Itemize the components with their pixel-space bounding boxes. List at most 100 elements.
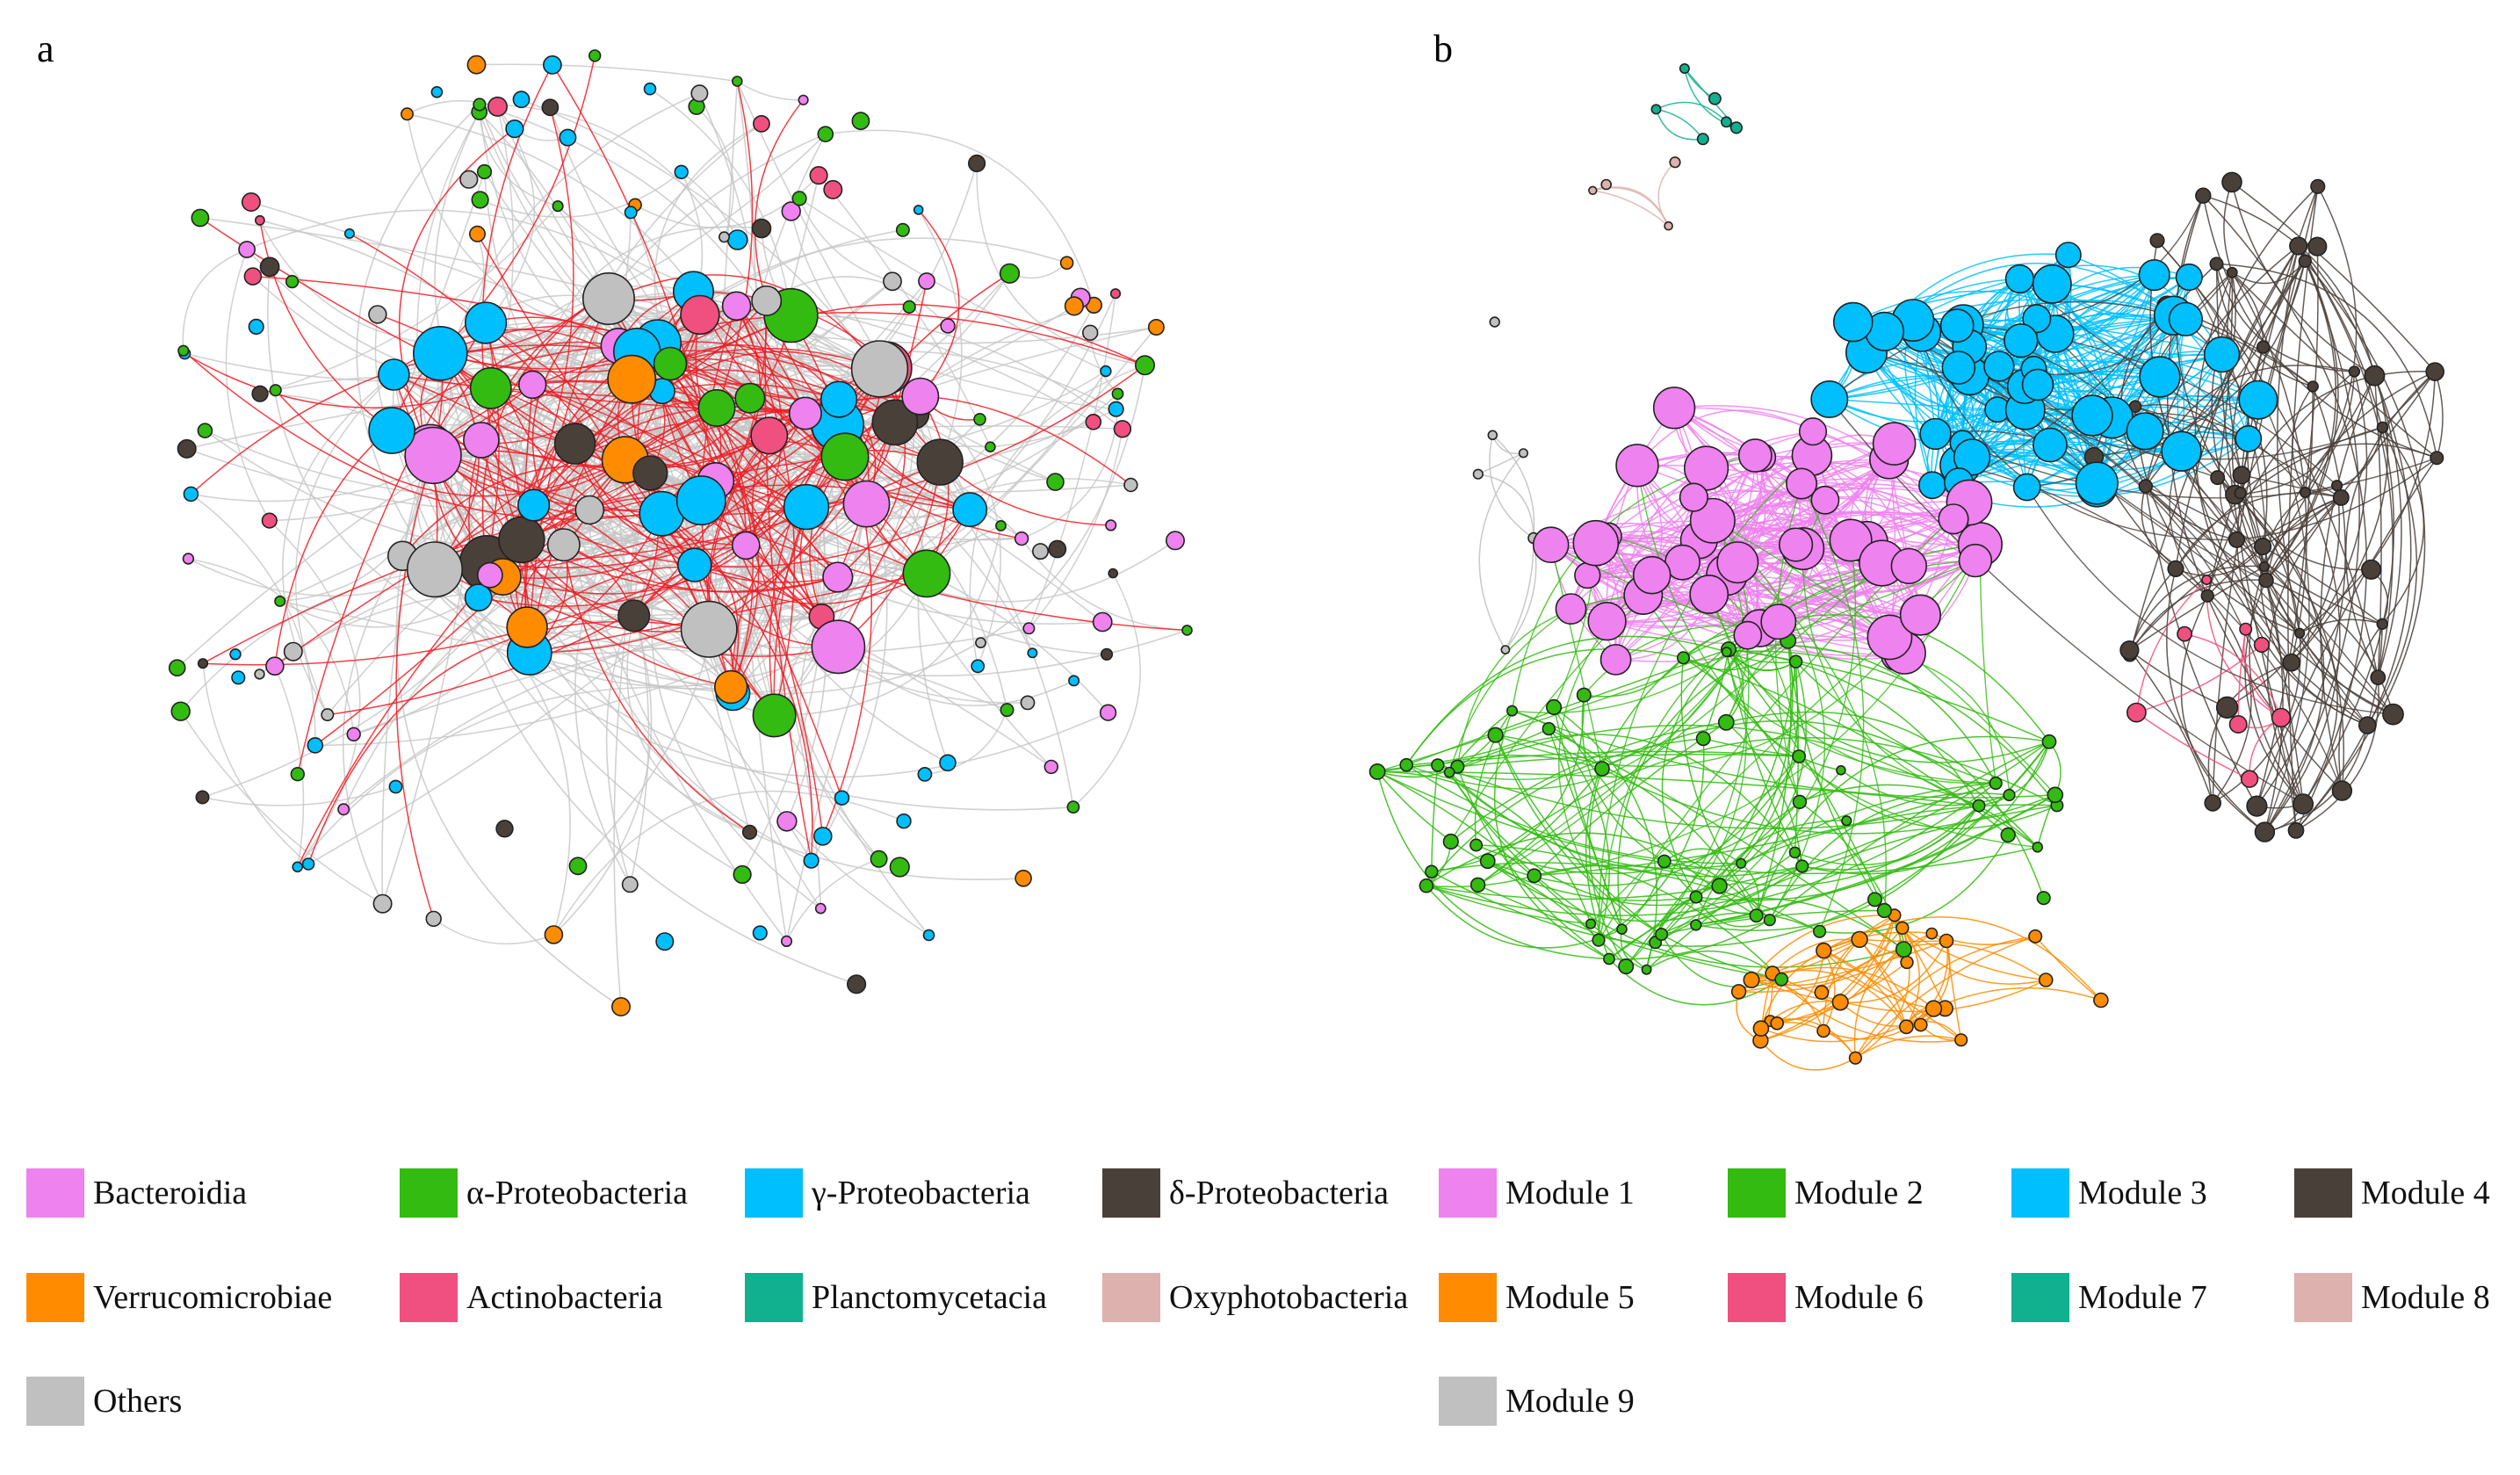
network-node xyxy=(2036,891,2051,906)
network-edge xyxy=(526,567,822,628)
network-edge xyxy=(1854,936,2036,1059)
network-edge xyxy=(574,473,651,886)
network-node xyxy=(2201,574,2213,585)
network-node xyxy=(1469,877,1486,893)
network-node xyxy=(1749,908,1764,923)
network-edge xyxy=(2134,403,2242,476)
network-node xyxy=(851,112,870,131)
network-edge xyxy=(2299,372,2436,634)
network-node xyxy=(1442,833,1459,850)
network-edge xyxy=(2366,427,2418,726)
network-node xyxy=(1814,985,1830,1001)
network-node xyxy=(1100,647,1114,661)
network-node xyxy=(913,205,924,215)
network-edge xyxy=(1534,864,1720,887)
network-node xyxy=(471,191,489,209)
network-node xyxy=(1657,854,1672,869)
network-edge xyxy=(1584,657,1685,698)
network-edge xyxy=(259,206,559,394)
network-node xyxy=(973,412,986,426)
network-edge xyxy=(1693,489,1852,541)
network-node xyxy=(283,641,303,662)
network-edge xyxy=(1823,916,2102,1001)
network-node xyxy=(1064,296,1084,316)
network-node xyxy=(2215,696,2239,719)
network-node xyxy=(2149,233,2165,249)
network-node xyxy=(378,358,410,391)
network-edge xyxy=(1902,927,2047,981)
network-edge xyxy=(1755,735,2050,916)
network-node xyxy=(469,366,512,409)
network-edge xyxy=(2175,245,2300,569)
network-node xyxy=(1763,914,1776,927)
network-node xyxy=(750,416,789,455)
network-edge xyxy=(2203,194,2376,376)
network-edge xyxy=(632,300,768,617)
legend-swatch xyxy=(1439,1273,1497,1322)
network-edge xyxy=(1495,614,1921,768)
network-node xyxy=(1587,601,1627,641)
network-edge xyxy=(292,592,732,688)
network-node xyxy=(1532,526,1570,564)
network-edge xyxy=(1761,455,1910,567)
legend-swatch xyxy=(26,1377,84,1426)
network-edge xyxy=(1636,409,1814,466)
network-node xyxy=(2425,362,2444,381)
network-node xyxy=(1576,687,1592,703)
network-edge xyxy=(2287,186,2319,831)
legend-swatch xyxy=(1439,1168,1497,1218)
network-edge xyxy=(1431,741,2050,947)
network-edge xyxy=(661,365,1145,516)
network-edge xyxy=(1491,434,1535,539)
network-node xyxy=(1679,63,1690,75)
network-node xyxy=(1695,731,1711,747)
legend-swatch xyxy=(1728,1168,1786,1218)
network-edge xyxy=(1740,804,2057,864)
network-edge xyxy=(252,275,659,344)
network-edge xyxy=(1769,792,2010,921)
network-node xyxy=(1708,91,1722,105)
network-node xyxy=(2235,424,2263,452)
network-edge xyxy=(733,365,1146,695)
network-node xyxy=(2004,264,2034,294)
network-node xyxy=(2054,242,2082,269)
network-node xyxy=(2232,466,2251,485)
network-edge xyxy=(2231,181,2436,372)
network-node xyxy=(1135,355,1156,376)
network-edge xyxy=(917,461,949,763)
network-edge xyxy=(1738,966,1934,1009)
network-node xyxy=(177,344,190,357)
network-node xyxy=(752,925,768,941)
network-node xyxy=(2047,786,2064,804)
network-edge xyxy=(1657,162,1676,227)
network-node xyxy=(1689,575,1729,614)
network-node xyxy=(1900,955,1914,970)
network-node xyxy=(1472,468,1484,480)
network-node xyxy=(476,163,493,180)
network-node xyxy=(896,813,912,829)
network-node xyxy=(337,803,350,816)
network-edge xyxy=(2305,427,2384,494)
network-node xyxy=(2358,716,2377,734)
network-edge xyxy=(1854,936,2036,1059)
legend-item-module-1: Module 1 xyxy=(1439,1167,1635,1219)
network-edge xyxy=(694,305,1095,566)
network-node xyxy=(817,126,834,142)
network-edge xyxy=(2264,725,2369,833)
network-node xyxy=(2028,929,2043,944)
network-edge xyxy=(786,821,929,936)
network-node xyxy=(2168,301,2203,336)
network-edge xyxy=(661,513,928,605)
network-edge xyxy=(754,99,805,301)
network-node xyxy=(425,910,442,928)
network-node xyxy=(674,164,689,180)
network-node xyxy=(1939,308,1975,343)
network-edge xyxy=(2135,712,2250,780)
network-node xyxy=(1752,1020,1770,1037)
network-node xyxy=(1721,116,1732,128)
network-node xyxy=(812,827,833,846)
network-node xyxy=(1545,698,1563,716)
network-edge xyxy=(1664,848,1742,864)
legend-label: Module 6 xyxy=(1794,1279,1924,1316)
